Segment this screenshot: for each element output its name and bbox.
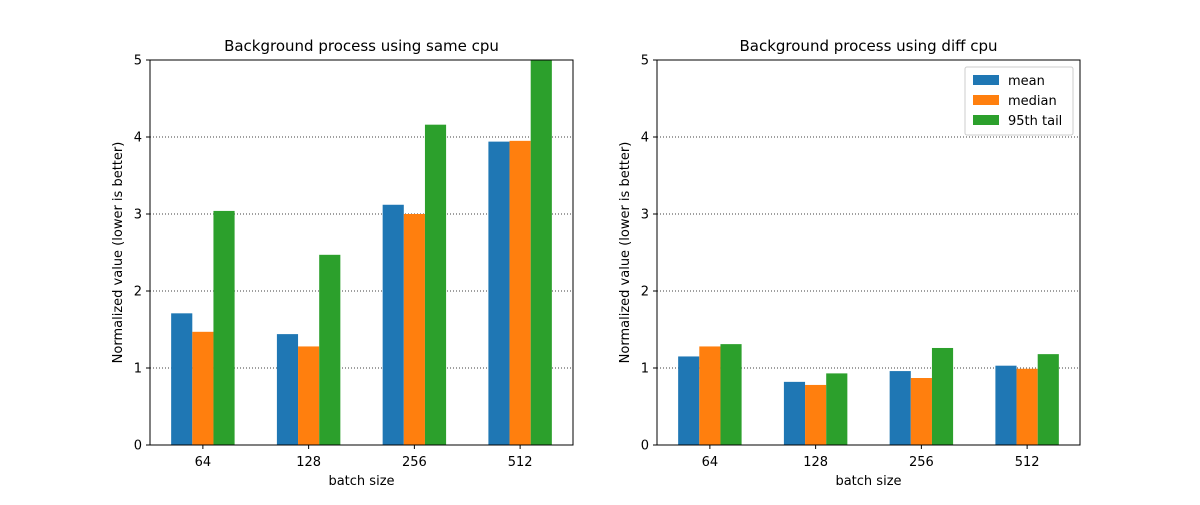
chart-panel-2: 0 1 2 3 4 5 64 128 256 512 Background process usin… [618, 37, 1081, 489]
bar-median-128 [298, 346, 320, 445]
y-axis-label: Normalized value (lower is better) [111, 142, 126, 364]
y-tick-label: 2 [641, 285, 649, 300]
legend: mean median 95th tail [964, 66, 1074, 136]
bar-median-64 [699, 346, 721, 445]
legend-swatch-median [973, 95, 999, 105]
bar-95th-tail-256 [424, 124, 447, 446]
bar-95th-tail-64 [213, 210, 235, 445]
y-tick-label: 4 [641, 131, 649, 146]
legend-label: median [1008, 94, 1057, 109]
bar-median-256 [910, 378, 932, 445]
bar-mean-256 [382, 204, 404, 445]
x-axis-label: batch size [328, 474, 394, 489]
bar-mean-128 [783, 381, 806, 445]
chart-title: Background process using diff cpu [739, 37, 997, 55]
y-tick-label: 5 [134, 54, 142, 69]
chart-panel-1: 0 1 2 3 4 5 64 128 256 512 Background process usin… [111, 37, 574, 489]
x-tick-label: 64 [702, 455, 719, 470]
bar-mean-64 [678, 356, 700, 445]
y-tick-label: 3 [134, 208, 142, 223]
bar-mean-512 [488, 141, 510, 445]
bar-95th-tail-512 [530, 60, 552, 445]
chart-title: Background process using same cpu [224, 37, 499, 55]
legend-swatch-95th-tail [973, 115, 999, 125]
legend-swatch-mean [973, 75, 999, 85]
bar-95th-tail-64 [720, 344, 742, 445]
x-tick-label: 128 [803, 455, 828, 470]
bar-mean-256 [889, 371, 911, 445]
y-axis-label: Normalized value (lower is better) [618, 142, 633, 364]
y-tick-label: 2 [134, 285, 142, 300]
y-tick-label: 5 [641, 54, 649, 69]
bar-95th-tail-512 [1037, 354, 1059, 445]
plot-frame [149, 59, 574, 446]
bar-95th-tail-256 [931, 347, 954, 445]
y-tick-label: 4 [134, 131, 142, 146]
bar-mean-512 [995, 365, 1017, 445]
x-tick-label: 512 [1015, 455, 1040, 470]
bar-95th-tail-128 [319, 254, 341, 445]
x-tick-label: 512 [508, 455, 533, 470]
y-tick-label: 1 [641, 362, 649, 377]
bar-mean-128 [276, 334, 299, 445]
bar-median-512 [1016, 368, 1038, 445]
bar-median-64 [192, 331, 214, 445]
y-tick-label: 3 [641, 208, 649, 223]
x-tick-label: 64 [195, 455, 212, 470]
bar-median-128 [805, 384, 827, 445]
legend-label: 95th tail [1008, 114, 1062, 129]
bar-median-512 [509, 140, 531, 445]
legend-label: mean [1008, 74, 1045, 89]
x-axis-label: batch size [835, 474, 901, 489]
y-tick-label: 0 [134, 439, 142, 454]
plot-frame [656, 59, 1081, 446]
y-tick-label: 0 [641, 439, 649, 454]
x-tick-label: 256 [402, 455, 427, 470]
y-tick-label: 1 [134, 362, 142, 377]
x-tick-label: 128 [296, 455, 321, 470]
bar-mean-64 [171, 313, 193, 445]
bar-95th-tail-128 [826, 373, 848, 445]
bar-median-256 [403, 214, 425, 445]
x-tick-label: 256 [909, 455, 934, 470]
